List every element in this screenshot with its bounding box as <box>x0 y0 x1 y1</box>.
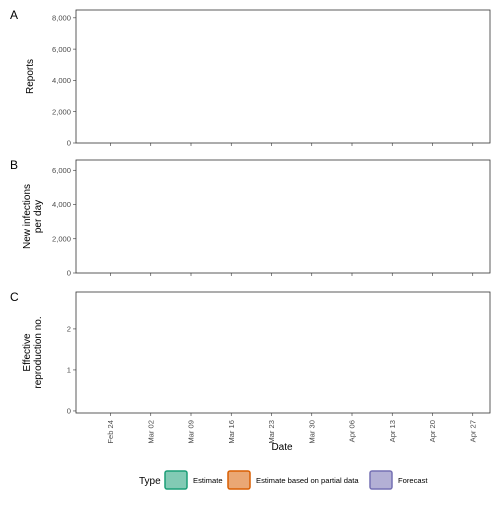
x-tick-label: Feb 24 <box>106 420 115 444</box>
y-tick-label: 6,000 <box>52 45 71 54</box>
panel-border <box>76 10 490 143</box>
y-axis-label-line: Effective <box>22 333 33 372</box>
x-tick-label: Apr 20 <box>428 420 437 442</box>
legend-title: Type <box>139 476 161 487</box>
x-tick-label: Mar 09 <box>187 420 196 444</box>
x-tick-label: Mar 30 <box>307 420 316 444</box>
y-axis-label-line: Reports <box>25 59 36 94</box>
panel-border <box>76 160 490 273</box>
legend-key-estimate <box>165 471 187 489</box>
y-axis-label-line: reproduction no. <box>33 316 44 388</box>
panel-c: 0 1 2 C Effectivereproduction no. <box>10 290 490 416</box>
x-tick-label: Apr 27 <box>468 420 477 442</box>
panel-letter: C <box>10 290 19 304</box>
y-axis-label-line: per day <box>33 200 44 233</box>
x-tick-label: Mar 23 <box>267 420 276 444</box>
legend-label: Forecast <box>398 476 428 485</box>
y-axis-label: Reports <box>25 59 36 94</box>
y-tick-label: 8,000 <box>52 14 71 23</box>
legend-key-forecast <box>370 471 392 489</box>
panel-letter: B <box>10 158 18 172</box>
y-tick-label: 0 <box>67 139 71 148</box>
legend-key-estimate-based-on-partial-data <box>228 471 250 489</box>
panel-letter: A <box>10 8 18 22</box>
y-tick-label: 0 <box>67 269 71 278</box>
x-tick-label: Apr 06 <box>348 420 357 442</box>
y-axis-label-line: New infections <box>22 184 33 249</box>
panel-b: 0 2,000 4,000 6,000 B New infectionsper day <box>10 158 490 278</box>
y-tick-label: 2 <box>67 325 71 334</box>
x-axis-label: Date <box>271 442 293 453</box>
y-tick-label: 2,000 <box>52 107 71 116</box>
y-tick-label: 6,000 <box>52 166 71 175</box>
panel-border <box>76 292 490 413</box>
y-tick-label: 0 <box>67 407 71 416</box>
x-tick-label: Apr 13 <box>388 420 397 442</box>
panels: 0 2,000 4,000 6,000 8,000 A Reports 0 2,000 4,000… <box>10 8 490 444</box>
x-tick-label: Mar 16 <box>227 420 236 444</box>
y-tick-label: 4,000 <box>52 200 71 209</box>
y-tick-label: 4,000 <box>52 76 71 85</box>
panel-a: 0 2,000 4,000 6,000 8,000 A Reports <box>10 8 490 148</box>
legend-label: Estimate based on partial data <box>256 476 359 485</box>
x-tick-label: Mar 02 <box>146 420 155 444</box>
legend-label: Estimate <box>193 476 223 485</box>
y-tick-label: 2,000 <box>52 234 71 243</box>
y-tick-label: 1 <box>67 366 71 375</box>
